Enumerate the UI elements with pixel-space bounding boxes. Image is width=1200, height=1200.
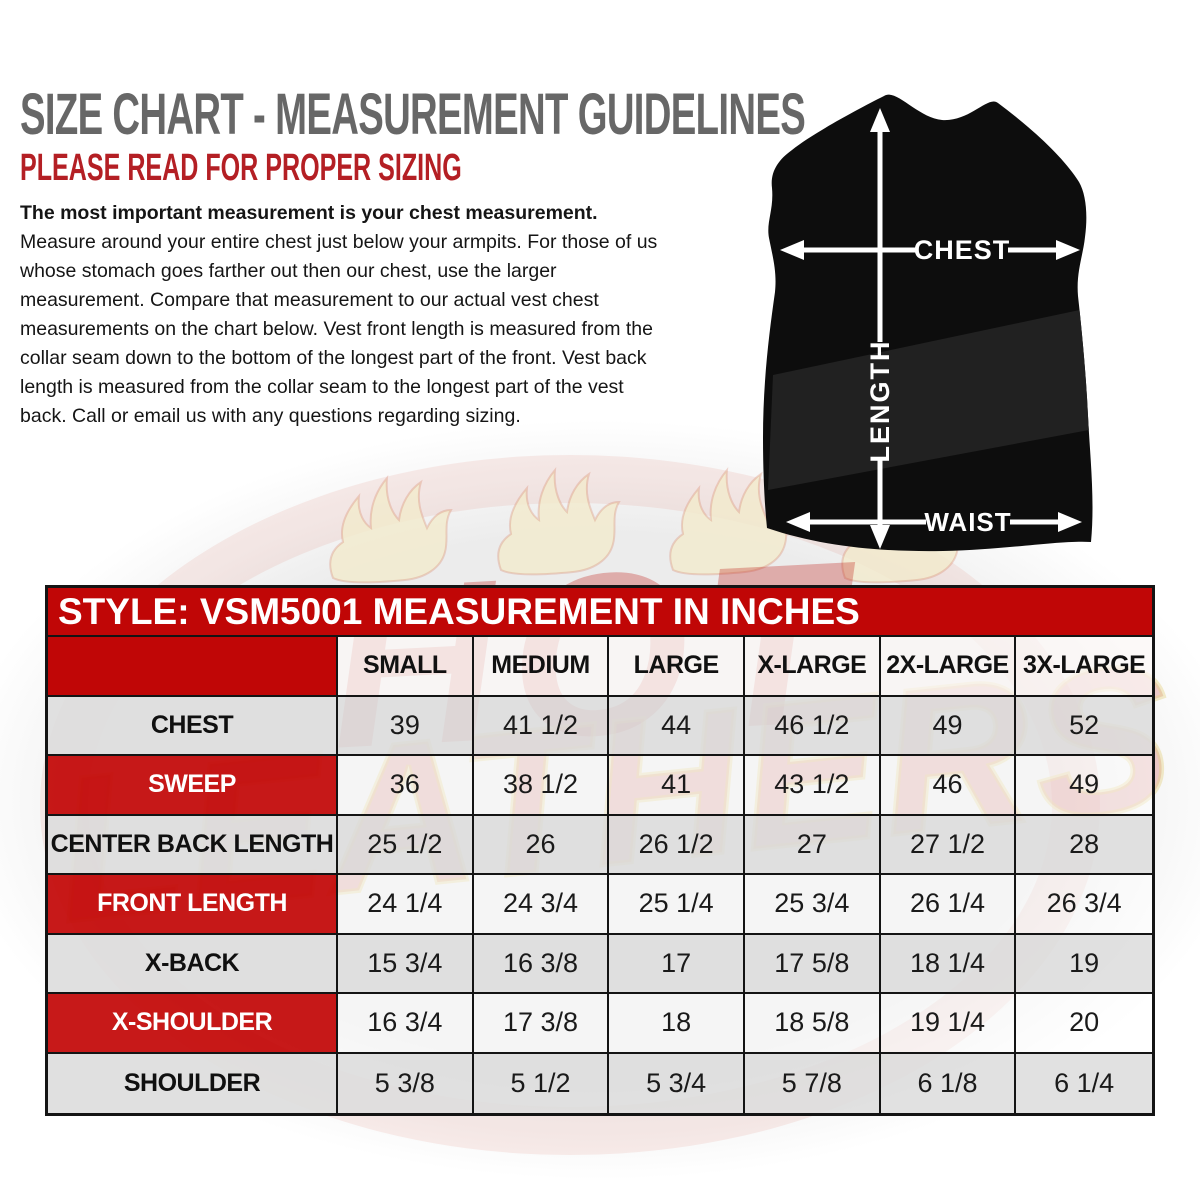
cell-shoulder-small: 5 3/8 <box>338 1053 474 1113</box>
page-subtitle: PLEASE READ FOR PROPER SIZING <box>20 147 462 189</box>
col-header-2x-large: 2X-LARGE <box>880 637 1017 697</box>
cell-x-shoulder-3x-large: 20 <box>1016 994 1152 1054</box>
cell-chest-2x-large: 49 <box>880 696 1017 756</box>
cell-chest-medium: 41 1/2 <box>473 696 610 756</box>
row-label-x-shoulder: X-SHOULDER <box>48 994 338 1054</box>
cell-x-back-medium: 16 3/8 <box>473 934 610 994</box>
size-table-title: STYLE: VSM5001 MEASUREMENT IN INCHES <box>48 588 1152 637</box>
row-label-x-back: X-BACK <box>48 934 338 994</box>
intro-bold-sentence: The most important measurement is your c… <box>20 202 598 224</box>
cell-shoulder-large: 5 3/4 <box>609 1053 745 1113</box>
intro-body-text: Measure around your entire chest just be… <box>20 231 658 427</box>
page-title: SIZE CHART - MEASUREMENT GUIDELINES <box>20 82 806 147</box>
chest-label: CHEST <box>914 235 1011 265</box>
col-header-3x-large: 3X-LARGE <box>1016 637 1152 697</box>
cell-x-back-3x-large: 19 <box>1016 934 1152 994</box>
cell-sweep-large: 41 <box>609 756 745 816</box>
cell-x-back-small: 15 3/4 <box>338 934 474 994</box>
row-label-center-back-length: CENTER BACK LENGTH <box>48 815 338 875</box>
cell-center-back-length-x-large: 27 <box>745 815 881 875</box>
table-corner-cell <box>48 637 338 697</box>
row-label-shoulder: SHOULDER <box>48 1053 338 1113</box>
cell-sweep-small: 36 <box>338 756 474 816</box>
cell-x-back-large: 17 <box>609 934 745 994</box>
cell-shoulder-medium: 5 1/2 <box>473 1053 610 1113</box>
cell-chest-large: 44 <box>609 696 745 756</box>
cell-front-length-2x-large: 26 1/4 <box>880 875 1017 935</box>
cell-x-shoulder-medium: 17 3/8 <box>473 994 610 1054</box>
chest-arrow-icon <box>780 240 1080 260</box>
cell-x-shoulder-small: 16 3/4 <box>338 994 474 1054</box>
cell-sweep-3x-large: 49 <box>1016 756 1152 816</box>
cell-center-back-length-2x-large: 27 1/2 <box>880 815 1017 875</box>
intro-paragraph: The most important measurement is your c… <box>20 199 672 431</box>
cell-chest-3x-large: 52 <box>1016 696 1152 756</box>
col-header-small: SMALL <box>338 637 474 697</box>
cell-x-back-x-large: 17 5/8 <box>745 934 881 994</box>
row-label-sweep: SWEEP <box>48 756 338 816</box>
cell-sweep-medium: 38 1/2 <box>473 756 610 816</box>
cell-front-length-x-large: 25 3/4 <box>745 875 881 935</box>
cell-front-length-medium: 24 3/4 <box>473 875 610 935</box>
waist-arrow-icon <box>786 512 1082 532</box>
cell-sweep-2x-large: 46 <box>880 756 1017 816</box>
cell-front-length-small: 24 1/4 <box>338 875 474 935</box>
cell-chest-x-large: 46 1/2 <box>745 696 881 756</box>
cell-shoulder-x-large: 5 7/8 <box>745 1053 881 1113</box>
cell-front-length-3x-large: 26 3/4 <box>1016 875 1152 935</box>
length-arrow-icon <box>870 108 890 549</box>
cell-x-shoulder-x-large: 18 5/8 <box>745 994 881 1054</box>
size-table-grid: SMALL MEDIUM LARGE X-LARGE 2X-LARGE 3X-LARGE C… <box>48 637 1152 1113</box>
size-table: STYLE: VSM5001 MEASUREMENT IN INCHES SMA… <box>45 585 1155 1116</box>
cell-chest-small: 39 <box>338 696 474 756</box>
waist-label: WAIST <box>924 507 1011 537</box>
cell-center-back-length-small: 25 1/2 <box>338 815 474 875</box>
cell-shoulder-3x-large: 6 1/4 <box>1016 1053 1152 1113</box>
vest-diagram: LENGTH CHEST WAIST <box>763 94 1093 552</box>
cell-center-back-length-large: 26 1/2 <box>609 815 745 875</box>
cell-shoulder-2x-large: 6 1/8 <box>880 1053 1017 1113</box>
cell-center-back-length-3x-large: 28 <box>1016 815 1152 875</box>
cell-center-back-length-medium: 26 <box>473 815 610 875</box>
cell-front-length-large: 25 1/4 <box>609 875 745 935</box>
length-label: LENGTH <box>865 340 895 463</box>
row-label-front-length: FRONT LENGTH <box>48 875 338 935</box>
row-label-chest: CHEST <box>48 696 338 756</box>
col-header-large: LARGE <box>609 637 745 697</box>
cell-sweep-x-large: 43 1/2 <box>745 756 881 816</box>
vest-sheen <box>768 308 1089 490</box>
col-header-medium: MEDIUM <box>473 637 610 697</box>
cell-x-shoulder-2x-large: 19 1/4 <box>880 994 1017 1054</box>
cell-x-shoulder-large: 18 <box>609 994 745 1054</box>
cell-x-back-2x-large: 18 1/4 <box>880 934 1017 994</box>
col-header-x-large: X-LARGE <box>745 637 881 697</box>
